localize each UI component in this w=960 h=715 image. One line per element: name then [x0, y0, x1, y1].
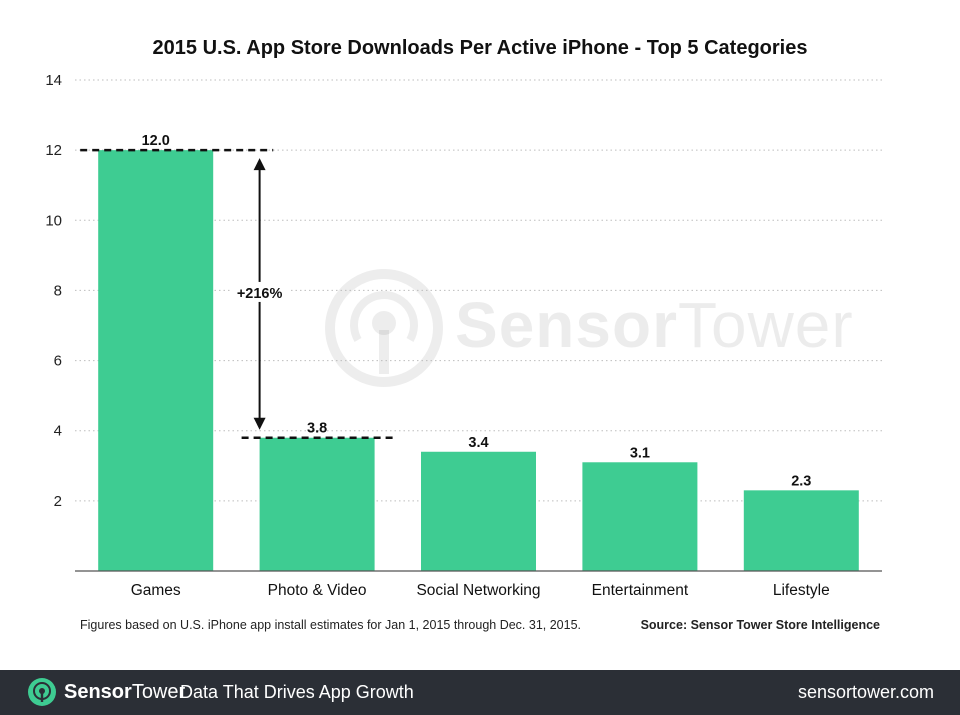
source-note: Source: Sensor Tower Store Intelligence — [641, 618, 880, 632]
annotation: +216% — [80, 148, 395, 439]
footer-brand-bold: Sensor — [64, 681, 132, 703]
footer-brand-light: Tower — [131, 681, 186, 703]
footer-url-link[interactable]: sensortower.com — [797, 682, 934, 702]
x-tick-label: Lifestyle — [773, 582, 830, 599]
data-label: 3.4 — [468, 435, 488, 451]
bar — [98, 150, 214, 571]
footnote: Figures based on U.S. iPhone app install… — [80, 618, 581, 632]
watermark-logo-icon — [325, 269, 443, 387]
annotation-label-bg — [229, 281, 290, 302]
x-tick-label: Social Networking — [416, 582, 540, 599]
watermark-brand-bold: Sensor — [455, 289, 678, 361]
data-label: 2.3 — [791, 473, 811, 489]
data-label: 12.0 — [142, 133, 170, 149]
bar — [259, 437, 375, 571]
annotation-label: +216% — [237, 286, 283, 302]
y-tick-label: 8 — [54, 282, 62, 299]
y-axis: 2 4 6 8 10 12 14 — [45, 72, 62, 510]
data-label: 3.8 — [307, 421, 327, 437]
chart-title: 2015 U.S. App Store Downloads Per Active… — [153, 37, 808, 59]
y-tick-label: 6 — [54, 353, 62, 370]
bar — [421, 451, 536, 571]
bar — [582, 462, 698, 571]
y-tick-label: 14 — [45, 72, 62, 89]
bar-chart: 2015 U.S. App Store Downloads Per Active… — [45, 37, 882, 632]
footer-bar: SensorTower Data That Drives App Growth … — [0, 670, 960, 715]
arrow-head-down — [253, 417, 266, 430]
y-tick-label: 4 — [54, 423, 62, 440]
bars: 12.0 Games 3.8 Photo & Video 3.4 Social Netwo… — [98, 133, 859, 599]
footer-brand[interactable]: SensorTower — [64, 681, 185, 704]
footer-tagline: Data That Drives App Growth — [180, 682, 414, 702]
watermark-brand-light: Tower — [677, 289, 854, 361]
x-tick-label: Photo & Video — [268, 582, 367, 599]
y-tick-label: 2 — [54, 493, 62, 510]
x-tick-label: Entertainment — [592, 582, 689, 599]
y-tick-label: 10 — [45, 212, 62, 229]
watermark-text: SensorTower — [455, 288, 854, 362]
y-tick-label: 12 — [45, 142, 62, 159]
sensortower-logo-icon — [28, 678, 56, 706]
arrow-head-up — [253, 158, 266, 171]
data-label: 3.1 — [630, 445, 650, 461]
x-tick-label: Games — [131, 582, 181, 599]
bar — [743, 490, 859, 571]
